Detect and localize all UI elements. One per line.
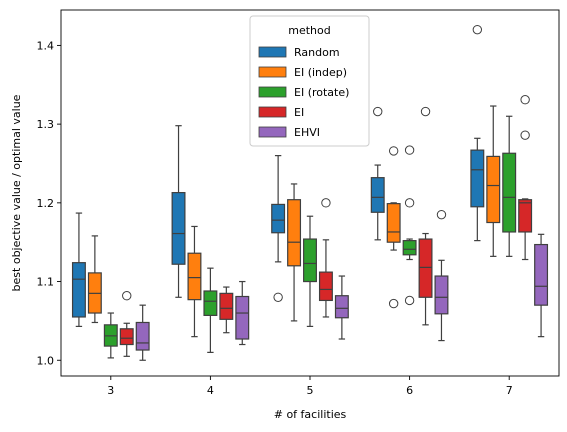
legend-swatch [258, 86, 287, 98]
box-ei-rotate--cat-6 [402, 145, 417, 306]
outlier-point [321, 198, 331, 208]
iqr-box [203, 290, 218, 316]
box-ehvi-cat-5 [334, 275, 349, 340]
box-ei-cat-5 [318, 198, 333, 318]
outlier-point [404, 145, 415, 155]
outlier-point [472, 24, 483, 35]
box-ei-indep--cat-3 [87, 235, 102, 324]
iqr-box [434, 275, 449, 315]
y-tick-label: 1.4 [37, 39, 55, 52]
legend-entry-label: Random [294, 46, 340, 59]
box-random-cat-5 [271, 155, 286, 302]
box-ei-indep--cat-5 [287, 183, 302, 322]
box-ei-rotate--cat-7 [502, 115, 517, 257]
iqr-box [370, 177, 385, 213]
legend-entry-label: EI (indep) [294, 66, 347, 79]
box-ehvi-cat-3 [135, 304, 150, 361]
iqr-box [271, 203, 286, 234]
outlier-point [420, 106, 431, 117]
legend-entry-label: EI [294, 106, 304, 119]
box-ehvi-cat-6 [434, 209, 449, 342]
x-tick-label: 6 [406, 384, 413, 397]
legend-entry-label: EI (rotate) [294, 86, 349, 99]
iqr-box [486, 155, 501, 224]
iqr-box [518, 199, 533, 233]
legend: method Random EI (indep) EI (rotate) EI EHVI [249, 15, 370, 147]
y-tick-label: 1.3 [37, 118, 55, 131]
box-ei-cat-6 [418, 106, 433, 326]
iqr-box [470, 149, 485, 208]
legend-title: method [288, 24, 330, 37]
box-ehvi-cat-4 [235, 280, 250, 346]
legend-swatch [258, 46, 287, 58]
iqr-box [502, 152, 517, 233]
box-ehvi-cat-7 [534, 233, 549, 338]
iqr-box [334, 295, 349, 319]
legend-swatch [258, 106, 287, 118]
legend-swatch [258, 126, 287, 138]
iqr-box [219, 292, 234, 320]
y-tick-label: 1.1 [37, 276, 55, 289]
outlier-point [404, 295, 415, 306]
iqr-box [119, 328, 134, 346]
iqr-box [402, 240, 417, 256]
iqr-box [287, 199, 302, 267]
legend-entry-label: EHVI [294, 126, 320, 139]
outlier-point [122, 291, 132, 301]
box-random-cat-3 [71, 212, 86, 328]
box-ei-rotate--cat-5 [303, 215, 317, 328]
outlier-point [373, 106, 383, 117]
iqr-box [171, 192, 186, 265]
y-axis-label: best objective value / optimal value [10, 94, 23, 291]
iqr-box [71, 262, 86, 318]
legend-swatch [258, 66, 287, 78]
outlier-point [273, 292, 283, 302]
x-tick-label: 5 [307, 384, 314, 397]
outlier-point [388, 298, 399, 309]
iqr-box [303, 238, 317, 283]
box-ei-cat-3 [119, 291, 134, 357]
box-ei-indep--cat-7 [486, 105, 501, 257]
iqr-box [187, 252, 202, 301]
box-random-cat-6 [370, 106, 385, 241]
outlier-point [520, 95, 530, 105]
x-tick-label: 7 [506, 384, 513, 397]
x-tick-label: 3 [107, 384, 114, 397]
box-ei-indep--cat-4 [187, 225, 202, 338]
iqr-box [135, 321, 150, 351]
y-tick-label: 1.2 [37, 197, 55, 210]
box-random-cat-4 [171, 125, 186, 298]
iqr-box [386, 203, 401, 243]
outlier-point [404, 198, 415, 208]
box-random-cat-7 [470, 24, 485, 242]
outlier-point [520, 130, 530, 140]
box-ei-indep--cat-6 [386, 146, 401, 309]
iqr-box [235, 295, 250, 340]
outlier-point [388, 146, 399, 156]
box-ei-rotate--cat-3 [103, 312, 118, 359]
boxes-layer [71, 24, 549, 361]
iqr-box [418, 238, 433, 298]
x-tick-label: 4 [207, 384, 214, 397]
y-tick-label: 1.0 [37, 354, 55, 367]
axes-layer: 1.0 1.1 1.2 1.3 1.4 3 4 5 6 7 # of facilities best … [10, 9, 560, 421]
outlier-point [436, 209, 447, 220]
box-ei-cat-4 [219, 286, 234, 334]
x-axis-label: # of facilities [274, 408, 347, 421]
box-ei-rotate--cat-4 [203, 267, 218, 353]
box-ei-cat-7 [518, 95, 533, 261]
iqr-box [318, 271, 333, 302]
iqr-box [534, 243, 549, 306]
